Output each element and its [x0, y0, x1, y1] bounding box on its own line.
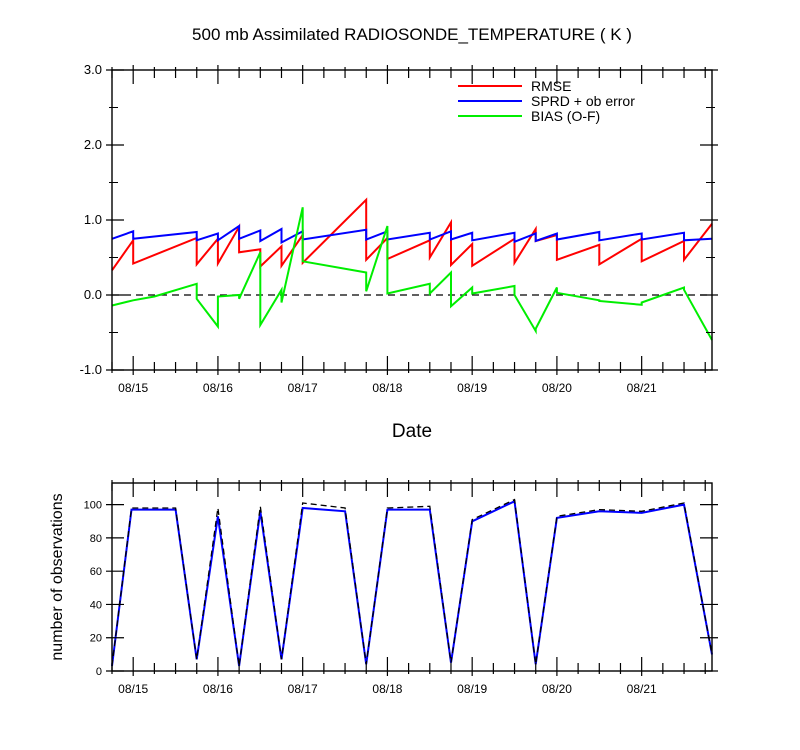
top-panel: -1.0 0.0 1.0 2.0 3.0 08/15 08/16 08/17 08/18 08/1…	[80, 62, 718, 442]
bottom-xtick-label: 08/20	[542, 682, 572, 696]
top-ytick-label: 0.0	[84, 287, 102, 302]
top-xtick-label: 08/18	[372, 381, 402, 395]
top-xtick-label: 08/17	[288, 381, 318, 395]
bottom-panel: 0 20 40 60 80 100 08/15 08/16 08/17 08/18 08/19 08/…	[49, 478, 718, 696]
legend: RMSE SPRD + ob error BIAS (O-F)	[458, 78, 635, 124]
top-series-sprd-ob-error	[111, 224, 713, 245]
top-xtick-label: 08/16	[203, 381, 233, 395]
bottom-ytick-label: 20	[90, 633, 102, 645]
bottom-series-observations-possible	[111, 498, 713, 667]
top-ytick-label: -1.0	[80, 362, 102, 377]
bottom-tick-labels: 0 20 40 60 80 100 08/15 08/16 08/17 08/18 08/19 08/…	[84, 500, 657, 696]
top-series-lines	[111, 197, 713, 341]
bottom-xtick-label: 08/19	[457, 682, 487, 696]
top-xtick-label: 08/15	[118, 381, 148, 395]
top-xtick-label: 08/20	[542, 381, 572, 395]
bottom-ytick-label: 0	[96, 666, 102, 678]
bottom-xtick-label: 08/16	[203, 682, 233, 696]
bottom-ytick-label: 40	[90, 599, 102, 611]
bottom-xtick-label: 08/18	[372, 682, 402, 696]
top-ytick-label: 2.0	[84, 137, 102, 152]
bottom-series-observations-used	[111, 499, 713, 667]
chart-title: 500 mb Assimilated RADIOSONDE_TEMPERATUR…	[192, 25, 632, 44]
top-tick-labels: -1.0 0.0 1.0 2.0 3.0 08/15 08/16 08/17 08/18 08/1…	[80, 62, 657, 395]
top-xtick-label: 08/19	[457, 381, 487, 395]
bottom-axis-ticks	[106, 478, 718, 676]
legend-label-sprd: SPRD + ob error	[531, 93, 635, 109]
top-axis-ticks	[106, 65, 718, 375]
top-xtick-label: 08/21	[627, 381, 657, 395]
bottom-xtick-label: 08/17	[288, 682, 318, 696]
top-series-bias-o-f	[111, 207, 713, 341]
legend-label-bias: BIAS (O-F)	[531, 108, 600, 124]
bottom-xtick-label: 08/15	[118, 682, 148, 696]
bottom-plot-frame	[111, 482, 713, 672]
top-series-rmse	[111, 197, 713, 271]
bottom-series-lines	[111, 498, 713, 667]
top-ytick-label: 1.0	[84, 212, 102, 227]
y-axis-title: number of observations	[49, 493, 66, 660]
bottom-ytick-label: 60	[90, 566, 102, 578]
legend-label-rmse: RMSE	[531, 78, 571, 94]
bottom-ytick-label: 80	[90, 533, 102, 545]
bottom-xtick-label: 08/21	[627, 682, 657, 696]
bottom-ytick-label: 100	[84, 500, 102, 512]
top-plot-frame	[111, 69, 713, 371]
top-ytick-label: 3.0	[84, 62, 102, 77]
x-axis-title: Date	[392, 421, 432, 442]
